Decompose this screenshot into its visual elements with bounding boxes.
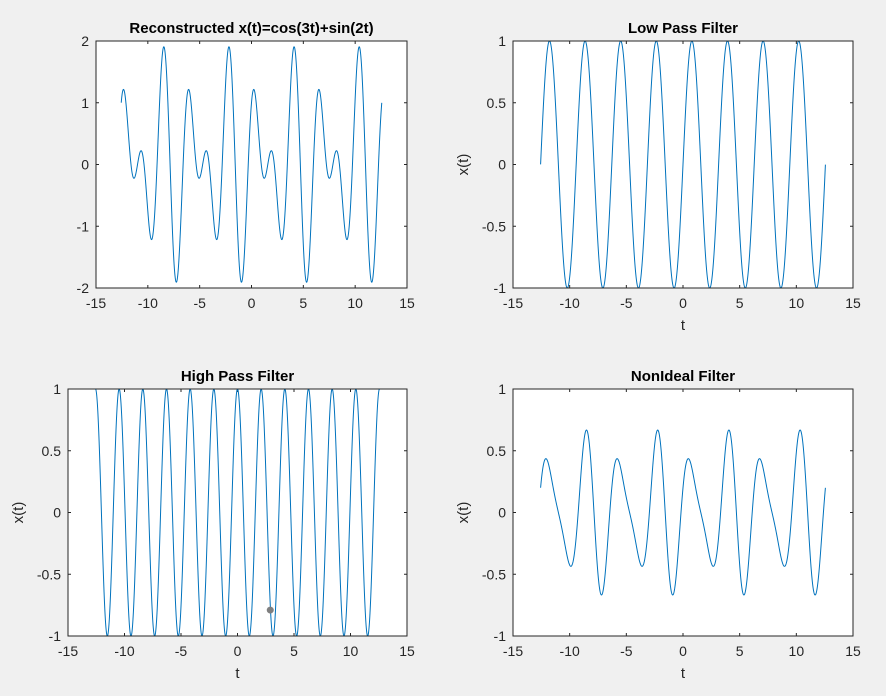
y-tick-label: 2 xyxy=(81,33,89,49)
x-tick-label: -15 xyxy=(58,643,78,659)
y-tick-label: -0.5 xyxy=(37,566,61,582)
x-tick-label: 5 xyxy=(290,643,298,659)
y-tick-label: -1 xyxy=(49,628,62,644)
plot-title: NonIdeal Filter xyxy=(631,368,735,385)
y-tick-label: 0.5 xyxy=(42,443,62,459)
x-tick-label: -15 xyxy=(503,643,523,659)
y-tick-label: 1 xyxy=(53,381,61,397)
plot-title: Low Pass Filter xyxy=(628,20,738,37)
x-tick-label: 0 xyxy=(679,643,687,659)
y-tick-label: 0.5 xyxy=(487,443,507,459)
x-tick-label: -10 xyxy=(560,295,580,311)
y-tick-label: -1 xyxy=(494,628,507,644)
plot-area xyxy=(513,389,853,636)
x-axis-label: t xyxy=(681,317,686,334)
x-tick-label: 0 xyxy=(679,295,687,311)
x-tick-label: -15 xyxy=(503,295,523,311)
x-tick-label: 15 xyxy=(399,295,415,311)
x-tick-label: 10 xyxy=(789,643,805,659)
x-tick-label: 5 xyxy=(736,295,744,311)
subplot-4: -15 -10 -5 0 5 10 15 -1 -0.5 0 0.5 1 NonIdeal Filter… xyxy=(455,368,861,682)
y-axis-label: x(t) xyxy=(10,502,27,524)
x-axis-label: t xyxy=(235,665,240,682)
x-tick-label: 0 xyxy=(248,295,256,311)
y-axis-label: x(t) xyxy=(455,502,472,524)
axes-box xyxy=(512,40,854,289)
y-tick-label: -2 xyxy=(77,280,90,296)
x-tick-label: -15 xyxy=(86,295,106,311)
axes-box xyxy=(67,388,408,637)
axes-box xyxy=(512,388,854,637)
x-tick-label: 10 xyxy=(347,295,363,311)
y-tick-label: 1 xyxy=(498,381,506,397)
x-tick-label: -5 xyxy=(193,295,206,311)
x-tick-label: 5 xyxy=(736,643,744,659)
x-tick-label: 15 xyxy=(845,295,861,311)
subplot-3: -15 -10 -5 0 5 10 15 -1 -0.5 0 0.5 1 High Pass Filte… xyxy=(10,368,415,682)
plot-area xyxy=(96,41,407,288)
x-tick-label: 0 xyxy=(234,643,242,659)
plot-title: Reconstructed x(t)=cos(3t)+sin(2t) xyxy=(129,20,373,37)
y-tick-label: 0 xyxy=(498,505,506,521)
x-tick-label: -5 xyxy=(175,643,188,659)
y-axis-label: x(t) xyxy=(455,154,472,176)
y-tick-label: 0 xyxy=(53,505,61,521)
x-tick-label: 5 xyxy=(299,295,307,311)
y-tick-label: 0 xyxy=(81,157,89,173)
y-tick-label: 0 xyxy=(498,157,506,173)
plot-area xyxy=(68,389,407,636)
x-tick-label: 10 xyxy=(789,295,805,311)
series-line xyxy=(120,46,383,283)
series-line xyxy=(540,429,826,596)
subplot-2: -15 -10 -5 0 5 10 15 -1 -0.5 0 0.5 1 Low Pass Filter… xyxy=(455,20,861,334)
axes-box xyxy=(95,40,408,289)
y-tick-label: 1 xyxy=(81,95,89,111)
x-tick-label: 15 xyxy=(845,643,861,659)
y-tick-label: -1 xyxy=(494,280,507,296)
y-tick-label: -1 xyxy=(77,218,90,234)
x-tick-label: -5 xyxy=(620,643,633,659)
plot-title: High Pass Filter xyxy=(181,368,295,385)
y-tick-label: -0.5 xyxy=(482,218,506,234)
x-tick-label: 10 xyxy=(343,643,359,659)
y-tick-label: 1 xyxy=(498,33,506,49)
x-tick-label: -10 xyxy=(138,295,158,311)
x-tick-label: -10 xyxy=(560,643,580,659)
data-point-marker xyxy=(266,606,274,614)
y-tick-label: -0.5 xyxy=(482,566,506,582)
x-tick-label: -5 xyxy=(620,295,633,311)
x-tick-label: -10 xyxy=(114,643,134,659)
x-axis-label: t xyxy=(681,665,686,682)
series-line xyxy=(540,41,826,288)
y-tick-label: 0.5 xyxy=(487,95,507,111)
x-tick-label: 15 xyxy=(399,643,415,659)
